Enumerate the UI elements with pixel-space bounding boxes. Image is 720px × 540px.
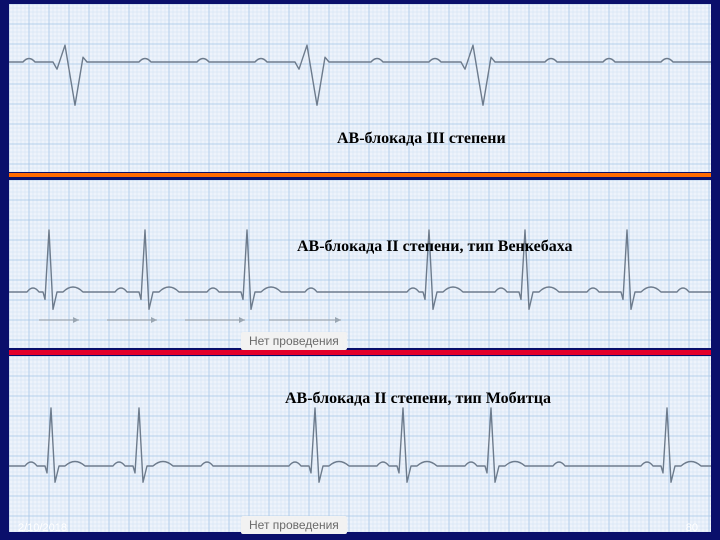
ecg-panel-1: АВ-блокада III степени — [9, 4, 711, 172]
footer-page: 80 — [686, 522, 698, 534]
separator-orange — [9, 173, 711, 177]
ecg-panel-2: АВ-блокада II степени, тип Венкебаха Нет… — [9, 180, 711, 348]
ecg-wave-3 — [9, 356, 711, 532]
panel-label-2: АВ-блокада II степени, тип Венкебаха — [297, 238, 572, 256]
footer-date: 2/10/2018 — [18, 522, 67, 534]
no-conduction-badge-3: Нет проведения — [241, 516, 347, 534]
no-conduction-badge-2: Нет проведения — [241, 332, 347, 350]
pr-arrows — [9, 312, 711, 328]
separator-red — [9, 350, 711, 355]
panel-label-3: АВ-блокада II степени, тип Мобитца — [285, 390, 551, 408]
panel-label-1: АВ-блокада III степени — [337, 130, 506, 148]
ecg-panel-3: АВ-блокада II степени, тип Мобитца Нет п… — [9, 356, 711, 532]
slide: АВ-блокада III степени АВ-блокада II сте… — [0, 0, 720, 540]
